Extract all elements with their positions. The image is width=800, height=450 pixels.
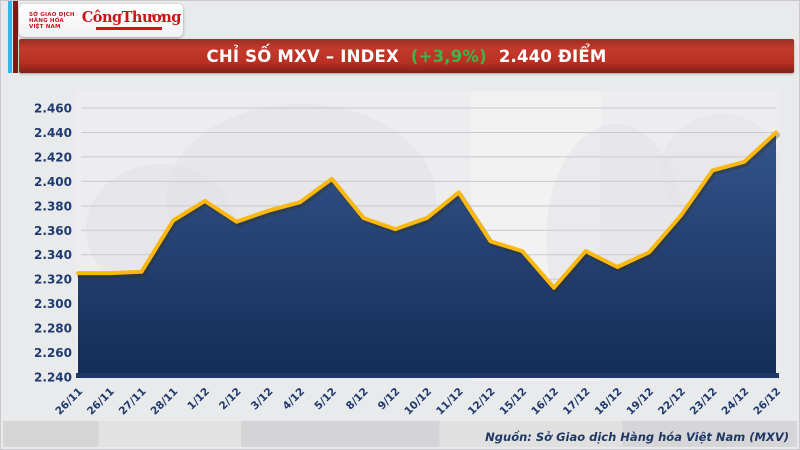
source-credit: Nguồn: Sở Giao dịch Hàng hóa Việt Nam (M… bbox=[485, 430, 789, 444]
y-tick-label: 2.460 bbox=[34, 102, 72, 116]
x-tick-label: 4/12 bbox=[281, 386, 308, 413]
x-tick-label: 10/12 bbox=[402, 386, 434, 418]
y-tick-label: 2.400 bbox=[34, 175, 72, 189]
area-fill bbox=[78, 132, 776, 377]
x-tick-label: 18/12 bbox=[593, 386, 625, 418]
x-tick-label: 16/12 bbox=[529, 386, 561, 418]
congthuong-wordmark: CôngThương bbox=[81, 9, 182, 26]
index-line bbox=[76, 130, 778, 290]
x-tick-label: 26/11 bbox=[53, 386, 85, 418]
line-shadow bbox=[77, 132, 780, 293]
x-tick-label: 26/11 bbox=[85, 386, 117, 418]
y-tick-label: 2.440 bbox=[34, 126, 72, 140]
y-tick-label: 2.420 bbox=[34, 150, 72, 164]
y-axis-labels: 2.460 2.440 2.420 2.400 2.380 2.360 2.340 2.320… bbox=[34, 102, 72, 385]
x-tick-label: 22/12 bbox=[656, 386, 688, 418]
index-area-chart: 2.460 2.440 2.420 2.400 2.380 2.360 2.340 2.320… bbox=[34, 91, 783, 418]
line-series bbox=[76, 130, 780, 293]
x-tick-label: 28/11 bbox=[148, 386, 180, 418]
chart-title: CHỈ SỐ MXV – INDEX (+3,9%) 2.440 ĐIỂM bbox=[207, 47, 607, 66]
y-tick-label: 2.260 bbox=[34, 346, 72, 360]
y-tick-label: 2.280 bbox=[34, 322, 72, 336]
x-tick-label: 26/12 bbox=[751, 386, 783, 418]
x-tick-label: 15/12 bbox=[497, 386, 529, 418]
y-tick-label: 2.320 bbox=[34, 273, 72, 287]
mxv-org-line1: SỞ GIAO DỊCH bbox=[29, 11, 75, 18]
congthuong-underline bbox=[95, 27, 162, 30]
congthuong-logo: CôngThương bbox=[81, 9, 182, 30]
x-tick-label: 17/12 bbox=[561, 386, 593, 418]
left-stripe-cyan bbox=[8, 1, 12, 73]
x-tick-label: 19/12 bbox=[624, 386, 656, 418]
x-tick-label: 24/12 bbox=[720, 386, 752, 418]
title-banner: CHỈ SỐ MXV – INDEX (+3,9%) 2.440 ĐIỂM bbox=[19, 39, 794, 73]
x-tick-label: 8/12 bbox=[344, 386, 371, 413]
y-tick-label: 2.360 bbox=[34, 224, 72, 238]
x-tick-label: 9/12 bbox=[376, 386, 403, 413]
x-tick-label: 23/12 bbox=[688, 386, 720, 418]
logo-box: SỞ GIAO DỊCH HÀNG HÓA VIỆT NAM CôngThươn… bbox=[19, 4, 183, 37]
x-axis-labels: 26/11 26/11 27/11 28/11 1/12 2/12 3/12 4/12 5/12… bbox=[53, 386, 783, 418]
title-main: CHỈ SỐ MXV – INDEX bbox=[206, 46, 399, 66]
y-tick-label: 2.300 bbox=[34, 297, 72, 311]
title-index-value: 2.440 ĐIỂM bbox=[498, 46, 607, 66]
x-tick-label: 11/12 bbox=[434, 386, 466, 418]
left-stripe-maroon bbox=[13, 1, 18, 73]
x-axis-line bbox=[76, 373, 779, 378]
photo-collage-strip bbox=[3, 421, 797, 447]
x-tick-label: 12/12 bbox=[466, 386, 498, 418]
x-tick-label: 1/12 bbox=[185, 386, 212, 413]
title-percent-change: (+3,9%) bbox=[410, 46, 487, 66]
mxv-org-line2: HÀNG HÓA bbox=[29, 17, 64, 24]
area-series bbox=[78, 132, 776, 377]
x-tick-label: 3/12 bbox=[249, 386, 276, 413]
mxv-org-line3: VIỆT NAM bbox=[29, 23, 61, 30]
x-tick-label: 2/12 bbox=[217, 386, 244, 413]
y-tick-label: 2.340 bbox=[34, 248, 72, 262]
y-tick-label: 2.240 bbox=[34, 371, 72, 385]
x-tick-label: 5/12 bbox=[312, 386, 339, 413]
x-tick-label: 27/11 bbox=[117, 386, 149, 418]
y-tick-label: 2.380 bbox=[34, 199, 72, 213]
mxv-org-name: SỞ GIAO DỊCH HÀNG HÓA VIỆT NAM bbox=[29, 12, 75, 30]
